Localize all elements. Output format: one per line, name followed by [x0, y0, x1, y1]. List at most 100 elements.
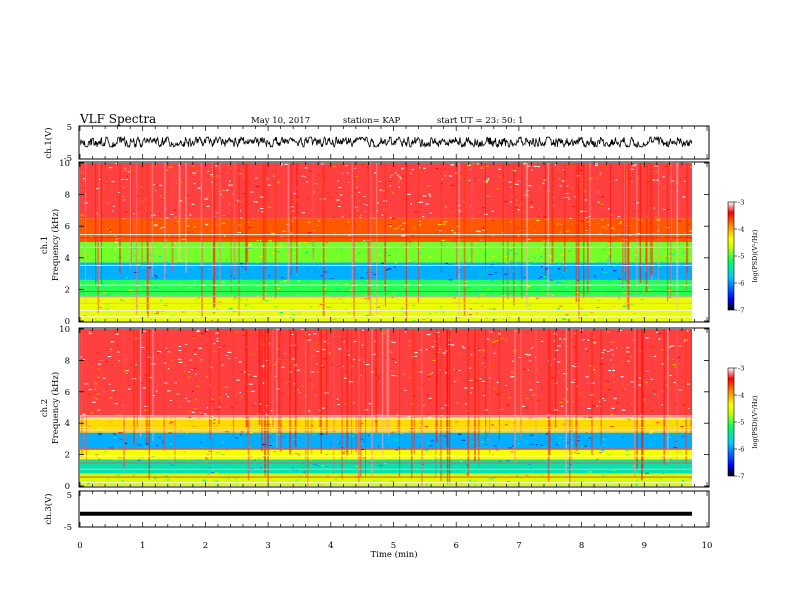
colorbar-tick-label: -7 [738, 473, 744, 481]
spectrogram-speckle [389, 176, 392, 178]
spectrogram-speckle [428, 193, 431, 195]
spectrogram-speckle [596, 222, 599, 224]
spectrogram-speckle [492, 365, 495, 367]
spectrogram-speckle [388, 225, 392, 227]
spectrogram-speckle [180, 371, 183, 373]
spectrogram-speckle [436, 231, 439, 233]
spectrogram-speckle [208, 450, 211, 452]
spectrogram-streak [676, 329, 678, 469]
spectrogram-speckle [276, 329, 280, 331]
spectrogram-speckle [507, 397, 511, 399]
spectrogram-speckle [508, 253, 510, 255]
spectrogram-speckle [320, 198, 323, 200]
spectrogram-speckle [622, 305, 627, 307]
spectrogram-speckle [188, 416, 192, 418]
spectrogram-speckle [234, 228, 237, 230]
spectrogram-speckle [404, 389, 407, 391]
spectrogram-speckle [486, 195, 491, 197]
spectrogram-speckle [400, 228, 405, 230]
spectrogram-speckle [287, 469, 291, 471]
spectrogram-speckle [220, 194, 222, 196]
spectrogram-speckle [649, 432, 653, 434]
spectrogram-speckle [239, 391, 241, 393]
spectrogram-speckle [486, 317, 488, 319]
spectrogram-streak [498, 329, 500, 441]
spectrogram-speckle [111, 230, 114, 232]
spectrogram-speckle [658, 289, 661, 291]
spectrogram-streak [333, 329, 335, 475]
spectrogram-streak [591, 329, 593, 456]
spectrogram-speckle [379, 167, 381, 169]
spectrogram-speckle [507, 347, 510, 349]
spectrogram-speckle [132, 170, 136, 172]
spectrogram-speckle [307, 281, 309, 283]
spectrogram-speckle [647, 163, 651, 165]
spectrogram-speckle [470, 392, 472, 394]
spectrogram-speckle [538, 372, 540, 374]
spectrogram-speckle [479, 439, 482, 441]
spectrogram-speckle [204, 198, 208, 200]
spectrogram-streak [163, 163, 166, 280]
spectrogram-speckle [565, 230, 570, 232]
spectrogram-speckle [343, 403, 348, 405]
spectrogram-speckle [419, 167, 421, 169]
spectrogram-speckle [620, 221, 623, 223]
spectrogram-streak [569, 329, 571, 485]
spectrogram-speckle [491, 256, 496, 258]
spectrogram-speckle [106, 254, 108, 256]
spectrogram-speckle [393, 266, 396, 268]
spectrogram-speckle [293, 201, 298, 203]
spectrogram-speckle [517, 297, 520, 299]
ch2-spectrogram-image [80, 329, 692, 486]
spectrogram-speckle [599, 172, 603, 174]
spectrogram-speckle [101, 222, 104, 224]
spectrogram-speckle [140, 262, 143, 264]
spectrogram-speckle [271, 319, 276, 321]
spectrogram-speckle [595, 191, 600, 193]
spectrogram-speckle [391, 375, 396, 377]
spectrogram-speckle [335, 307, 338, 309]
spectrogram-speckle [215, 332, 219, 334]
spectrogram-speckle [296, 282, 299, 284]
spectrogram-tone-line [80, 246, 692, 248]
spectrogram-speckle [137, 208, 141, 210]
spectrogram-speckle [492, 261, 494, 263]
spectrogram-speckle [536, 297, 540, 299]
spectrogram-speckle [179, 200, 183, 202]
spectrogram-speckle [321, 484, 323, 486]
spectrogram-speckle [190, 267, 195, 269]
spectrogram-speckle [428, 378, 430, 380]
spectrogram-speckle [347, 354, 350, 356]
spectrogram-streak [230, 163, 232, 294]
spectrogram-speckle [435, 168, 439, 170]
spectrogram-speckle [178, 346, 181, 348]
spectrogram-speckle [590, 382, 595, 384]
spectrogram-speckle [527, 232, 532, 234]
spectrogram-speckle [192, 337, 195, 339]
spectrogram-speckle [630, 381, 634, 383]
spectrogram-speckle [355, 176, 359, 178]
spectrogram-speckle [486, 179, 490, 181]
spectrogram-speckle [81, 413, 86, 415]
spectrogram-speckle [484, 165, 489, 167]
spectrogram-speckle [480, 484, 485, 486]
spectrogram-speckle [120, 475, 124, 477]
spectrogram-speckle [137, 263, 141, 265]
spectrogram-speckle [239, 280, 242, 282]
spectrogram-speckle [450, 164, 455, 166]
spectrogram-speckle [657, 428, 662, 430]
spectrogram-speckle [655, 278, 659, 280]
spectrogram-speckle [622, 302, 625, 304]
spectrogram-speckle [99, 320, 102, 321]
spectrogram-speckle [602, 398, 605, 400]
spectrogram-speckle [531, 394, 536, 396]
spectrogram-speckle [476, 380, 478, 382]
spectrogram-speckle [315, 224, 320, 226]
spectrogram-speckle [475, 291, 478, 293]
spectrogram-speckle [132, 471, 136, 473]
spectrogram-speckle [611, 367, 615, 369]
spectrogram-speckle [536, 287, 539, 289]
spectrogram-speckle [436, 335, 441, 337]
spectrogram-speckle [522, 227, 526, 229]
spectrogram-speckle [565, 314, 569, 316]
